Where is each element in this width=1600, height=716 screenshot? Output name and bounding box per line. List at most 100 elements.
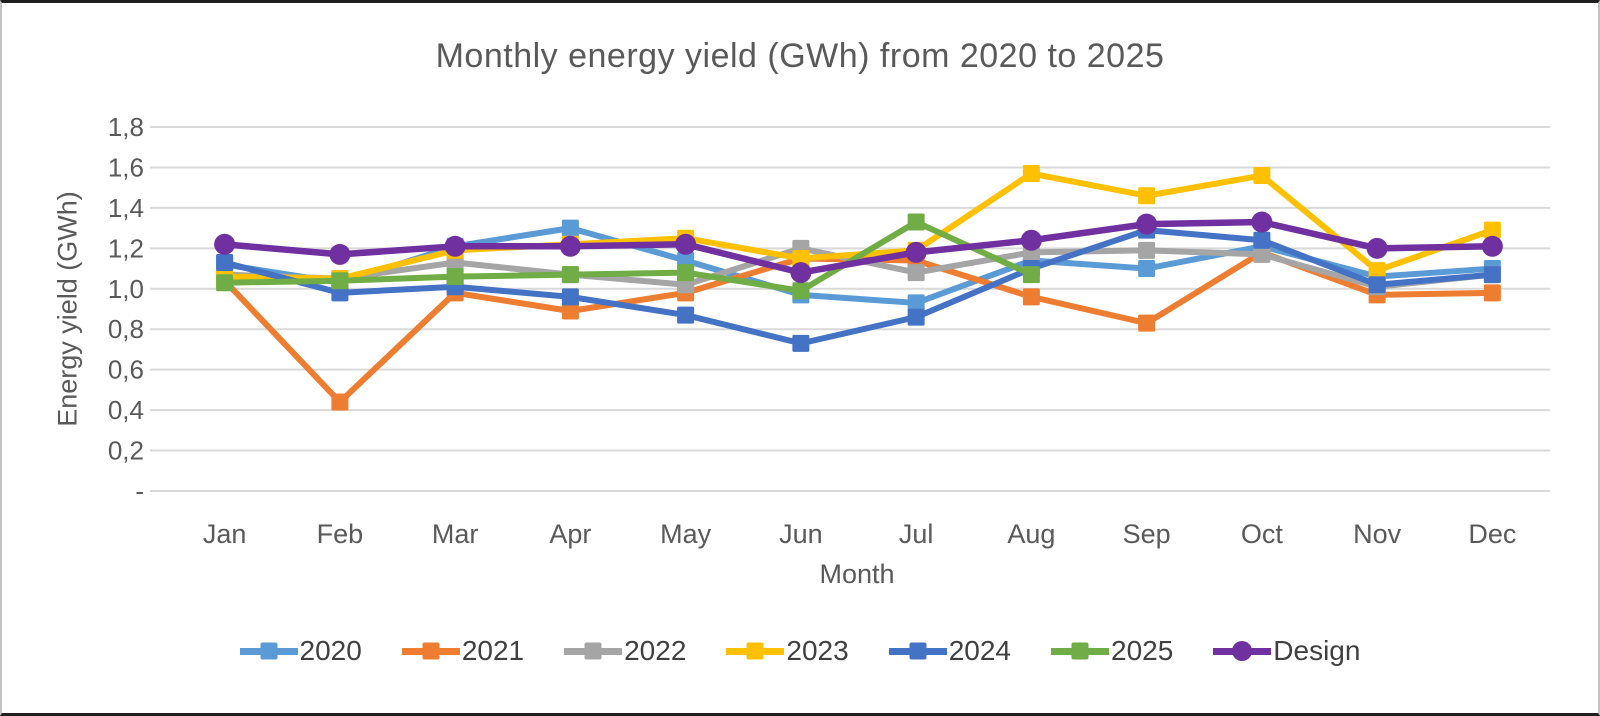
legend-item-2020: 2020: [239, 635, 362, 667]
series-marker-Design: [790, 262, 812, 284]
legend-label: 2025: [1111, 635, 1174, 666]
series-marker-2021: [331, 393, 349, 411]
series-marker-2024: [792, 334, 810, 352]
x-tick-label: Aug: [1007, 519, 1055, 549]
legend-label: 2023: [786, 635, 849, 666]
series-marker-2020: [561, 219, 579, 237]
y-tick-label: 1,6: [108, 152, 144, 182]
series-marker-2024: [907, 308, 925, 326]
legend-marker-2023: [726, 642, 785, 660]
series-marker-Design: [1136, 213, 1158, 235]
series-marker-2021: [1138, 314, 1156, 332]
series-marker-Design: [1020, 229, 1042, 251]
series-marker-2023: [1138, 187, 1156, 205]
y-tick-label: 0,6: [108, 355, 144, 385]
chart-plot-area: 1,8 1,6 1,4 1,2 1,0 0,8 0,6 0,4 0,2 - Jan Feb Mar Apr…: [108, 112, 1550, 549]
x-tick-label: Jan: [203, 519, 247, 549]
legend-label: Design: [1273, 635, 1361, 666]
legend-marker-2022: [564, 642, 623, 660]
series-marker-2023: [792, 249, 810, 267]
chart-title: Monthly energy yield (GWh) from 2020 to …: [435, 37, 1165, 75]
y-tick-label: 1,2: [108, 233, 144, 263]
series-line-2024: [221, 227, 1496, 347]
x-tick-label: Feb: [317, 519, 364, 549]
y-tick-label: 1,0: [108, 274, 144, 304]
legend-item-2021: 2021: [401, 635, 525, 667]
legend-marker-shape: [584, 642, 602, 660]
legend-marker-shape: [909, 642, 927, 660]
series-marker-2025: [907, 213, 925, 231]
legend-marker-2024: [888, 642, 947, 660]
legend: 2020 2021 2022 2023 2024 2025 Design: [2, 635, 1598, 667]
series-marker-2021: [1483, 284, 1501, 302]
legend-marker-2025: [1051, 642, 1109, 660]
series-marker-2024: [561, 288, 579, 306]
series-marker-2021: [1022, 288, 1040, 306]
series-marker-2024: [1368, 276, 1386, 294]
series-marker-2023: [1253, 167, 1271, 185]
series-marker-Design: [905, 241, 927, 263]
legend-label: 2021: [461, 635, 525, 666]
legend-item-2023: 2023: [726, 635, 849, 667]
series-line-2025: [221, 219, 1035, 294]
series-marker-2021: [561, 302, 579, 320]
y-tick-label: -: [135, 476, 144, 506]
series-line-Design: [221, 218, 1496, 276]
series-marker-2024: [216, 253, 234, 271]
legend-item-Design: Design: [1213, 635, 1360, 667]
series-marker-2025: [677, 264, 695, 282]
series-marker-2025: [446, 268, 464, 286]
legend-label: 2020: [299, 635, 362, 666]
legend-marker-shape: [746, 642, 764, 660]
x-axis-title: Month: [819, 559, 895, 589]
y-tick-label: 0,4: [108, 395, 144, 425]
series-marker-2023: [1368, 262, 1386, 280]
y-tick-label: 1,8: [108, 112, 144, 142]
legend-item-2022: 2022: [564, 635, 686, 667]
legend-item-2025: 2025: [1051, 635, 1173, 667]
series-marker-2025: [561, 266, 579, 284]
series-marker-2025: [1022, 266, 1040, 284]
y-axis-title: Energy yield (GWh): [52, 191, 83, 427]
x-tick-label: Jun: [779, 519, 823, 549]
series-marker-2024: [1253, 231, 1271, 249]
x-tick-label: Dec: [1468, 519, 1516, 549]
legend-marker-2021: [401, 642, 460, 660]
series-marker-2023: [1022, 165, 1040, 183]
series-marker-2024: [677, 306, 695, 324]
series-marker-2024: [1483, 266, 1501, 284]
x-tick-label: Nov: [1353, 519, 1402, 549]
x-tick-label: Mar: [432, 519, 479, 549]
series-marker-Design: [1251, 211, 1273, 233]
y-tick-label: 0,2: [108, 436, 144, 466]
legend-marker-shape: [1232, 641, 1253, 661]
series-marker-Design: [329, 243, 351, 265]
series-marker-2020: [907, 294, 925, 312]
series-marker-Design: [1366, 237, 1388, 259]
y-tick-label: 0,8: [108, 314, 144, 344]
legend-marker-shape: [422, 642, 440, 660]
x-tick-label: Apr: [549, 519, 591, 549]
series-marker-2022: [1138, 241, 1156, 259]
x-tick-label: Jul: [899, 519, 934, 549]
legend-marker-Design: [1213, 641, 1272, 661]
series-marker-Design: [675, 233, 697, 255]
series-marker-Design: [559, 235, 581, 257]
series-marker-2023: [1483, 221, 1501, 239]
series-marker-2020: [1138, 260, 1156, 278]
legend-marker-shape: [1071, 642, 1089, 660]
series-marker-2025: [216, 274, 234, 292]
series-marker-2022: [907, 264, 925, 282]
y-tick-label: 1,4: [108, 193, 144, 223]
legend-marker-shape: [260, 642, 278, 660]
series-marker-Design: [444, 235, 466, 257]
legend-label: 2024: [948, 635, 1011, 666]
series-marker-Design: [214, 233, 236, 255]
series-marker-2025: [792, 282, 810, 300]
legend-marker-2020: [239, 642, 298, 660]
legend-label: 2022: [624, 635, 687, 666]
series-marker-Design: [1481, 235, 1503, 257]
series-marker-2022: [1253, 245, 1271, 263]
series-marker-2025: [331, 272, 349, 290]
